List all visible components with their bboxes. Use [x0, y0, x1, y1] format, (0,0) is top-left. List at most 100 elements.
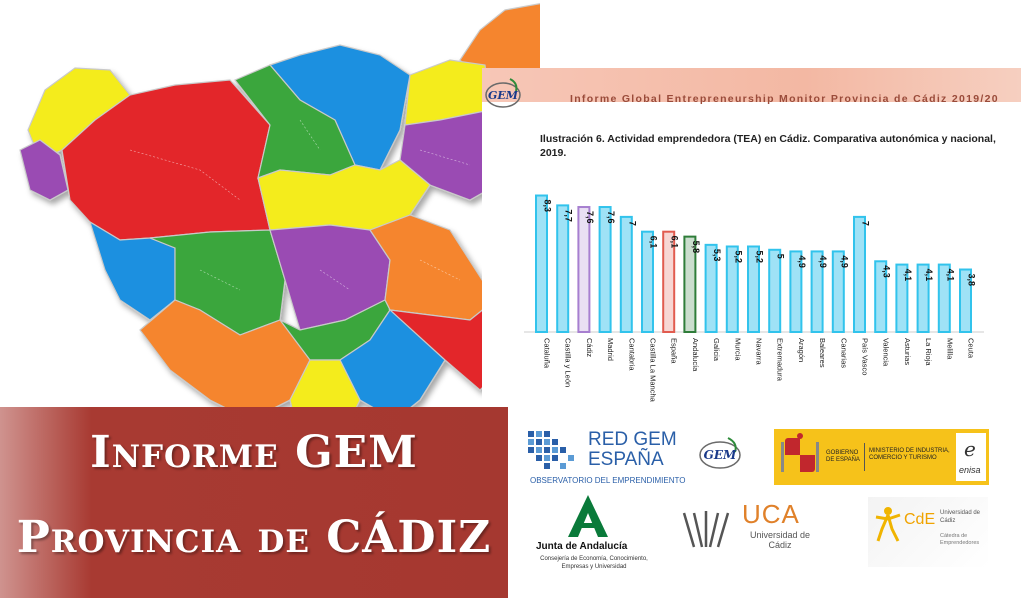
value-label-17: 4,1	[903, 269, 913, 282]
value-label-14: 4,9	[839, 255, 849, 268]
value-label-8: 5,3	[712, 249, 722, 262]
gem-logo-small-text: GEM	[488, 89, 519, 102]
value-label-7: 5,8	[691, 241, 701, 254]
bar-20	[959, 268, 972, 333]
red-gem-sub: OBSERVATORIO DEL EMPRENDIMIENTO	[530, 476, 686, 485]
junta-name: Junta de Andalucía	[536, 541, 628, 552]
gobierno-divider	[864, 443, 865, 471]
category-label-7: Andalucía	[691, 338, 700, 372]
report-header-band	[482, 68, 1021, 102]
gobierno-right-text: MINISTERIO DE INDUSTRIA, COMERCIO Y TURI…	[869, 448, 950, 461]
bar-7	[683, 235, 697, 333]
bar-18	[916, 263, 930, 333]
bar-0	[535, 194, 548, 334]
value-label-6: 6,1	[670, 236, 680, 249]
bar-12	[789, 250, 803, 333]
gem-logo: GEM	[699, 437, 741, 469]
chart-value-labels: 8,3 7,7 7,6 7,6 7 6,1 6,1 5,8 5,3 5,2 5,2 5 4,9 4,9 4,…	[543, 200, 977, 287]
bar-14	[831, 250, 845, 333]
category-label-11: Extremadura	[776, 338, 785, 382]
map-region-orange-e	[369, 214, 496, 321]
value-label-0: 8,3	[543, 200, 553, 213]
bar-6	[662, 230, 676, 333]
value-label-18: 4,1	[924, 269, 934, 282]
category-label-8: Galicia	[712, 338, 721, 362]
category-label-10: Navarra	[755, 338, 764, 366]
bar-19	[937, 263, 951, 333]
category-label-13: Baleares	[818, 338, 827, 368]
gobierno-left-text: GOBIERNO DE ESPAÑA	[826, 450, 860, 463]
value-label-16: 4,3	[882, 265, 892, 278]
gem-logo-icon: GEM	[485, 78, 521, 108]
value-label-9: 5,2	[733, 250, 743, 263]
value-label-15: 7	[861, 221, 871, 226]
value-label-19: 4,1	[945, 269, 955, 282]
chart-category-labels: Cataluña Castilla y León Cádiz Madrid Cantab…	[543, 338, 976, 402]
red-gem-pixel-icon	[528, 431, 574, 469]
cde-right: Universidad de Cádiz	[940, 510, 981, 524]
value-label-20: 3,8	[967, 274, 977, 287]
category-label-6: España	[670, 338, 679, 364]
bar-8	[704, 243, 718, 333]
value-label-4: 7	[627, 221, 637, 226]
category-label-18: La Rioja	[924, 338, 933, 366]
category-label-16: Valencia	[882, 338, 891, 367]
title-banner: Informe GEM Provincia de CÁDIZ	[0, 407, 508, 598]
uca-emblem-icon	[682, 511, 730, 548]
category-label-2: Cádiz	[585, 338, 594, 357]
gem-logo-text: GEM	[704, 448, 737, 462]
bar-11	[768, 248, 782, 333]
value-label-1: 7,7	[564, 209, 574, 222]
category-label-4: Cantabria	[627, 338, 636, 371]
category-label-0: Cataluña	[543, 338, 552, 369]
tea-bar-chart: 8,3 7,7 7,6 7,6 7 6,1 6,1 5,8 5,3 5,2 5,2 5 4,9 4,9 4,…	[524, 194, 984, 402]
category-label-12: Aragón	[797, 338, 806, 362]
category-label-17: Asturias	[903, 338, 912, 365]
value-label-12: 4,9	[797, 255, 807, 268]
report-page: GEM Informe Global Entrepreneurship Moni…	[482, 68, 1021, 408]
cde-figure-icon	[875, 507, 901, 542]
bar-15	[853, 215, 866, 334]
value-label-13: 4,9	[818, 255, 828, 268]
category-label-3: Madrid	[606, 338, 615, 361]
category-label-5: Castilla La Mancha	[649, 338, 658, 402]
category-label-1: Castilla y León	[564, 338, 573, 387]
chart-title: Ilustración 6. Actividad emprendedora (T…	[540, 133, 996, 159]
category-label-14: Canarias	[839, 338, 848, 368]
uca-logo: UCA Universidad de Cádiz	[680, 499, 830, 559]
junta-sub: Consejería de Economía, Conocimiento, Em…	[540, 556, 648, 570]
bar-4	[619, 215, 633, 334]
value-label-3: 7,6	[606, 211, 616, 224]
bar-10	[747, 245, 760, 333]
value-label-2: 7,6	[585, 211, 595, 224]
junta-andalucia-logo: Junta de Andalucía Consejería de Economí…	[528, 495, 658, 575]
coat-of-arms-icon	[781, 433, 819, 472]
banner-title-line-1: Informe GEM	[90, 427, 418, 478]
chart-bars	[535, 194, 972, 334]
uca-sub: Universidad de Cádiz	[749, 530, 811, 550]
bar-17	[895, 263, 909, 333]
red-gem-line2: ESPAÑA	[588, 449, 664, 470]
category-label-20: Ceuta	[967, 338, 976, 359]
bar-5	[641, 230, 654, 333]
value-label-10: 5,2	[755, 250, 765, 263]
cde-name: CdE	[904, 511, 936, 528]
bar-9	[725, 245, 739, 333]
value-label-11: 5	[776, 254, 786, 259]
gobierno-espana-logo: GOBIERNO DE ESPAÑA MINISTERIO DE INDUSTR…	[774, 429, 989, 485]
red-gem-espana-logo: RED GEM ESPAÑA OBSERVATORIO DEL EMPRENDI…	[526, 429, 686, 489]
enisa-text: enisa	[959, 465, 981, 475]
uca-name: UCA	[742, 499, 800, 529]
bar-16	[874, 260, 888, 333]
bar-2	[577, 206, 591, 333]
category-label-9: Murcia	[733, 338, 742, 361]
bar-1	[556, 204, 570, 333]
report-header-text: Informe Global Entrepreneurship Monitor …	[570, 93, 999, 105]
junta-a-icon	[568, 495, 608, 537]
cadiz-map	[19, 3, 540, 441]
red-gem-line1: RED GEM	[588, 429, 677, 450]
sponsor-logos: RED GEM ESPAÑA OBSERVATORIO DEL EMPRENDI…	[508, 407, 1021, 598]
cde-sub: Cátedra de Emprendedores	[940, 533, 980, 546]
bar-13	[810, 250, 824, 333]
